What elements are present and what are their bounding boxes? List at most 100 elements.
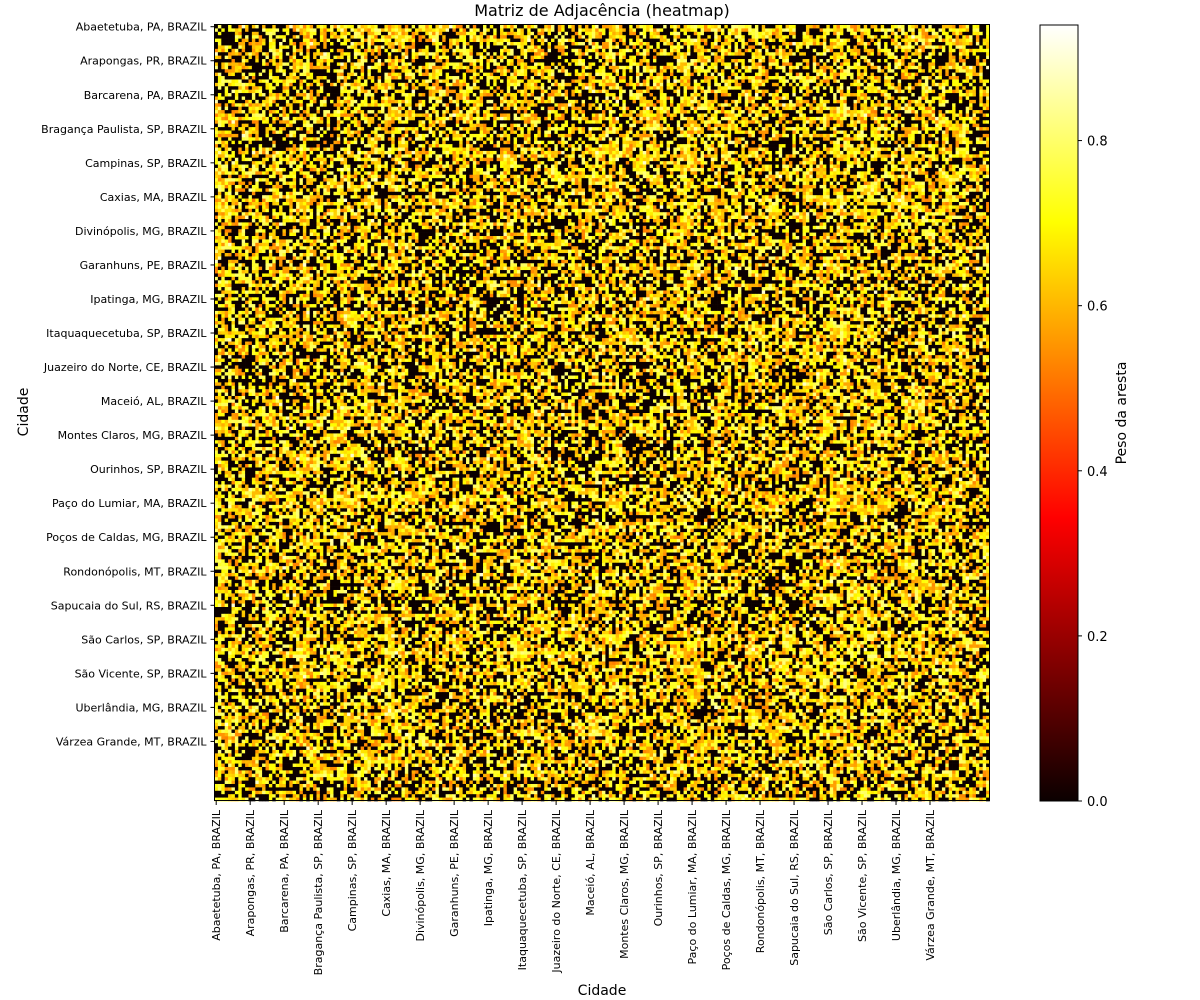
heatmap-cell — [269, 62, 273, 66]
heatmap-cell — [639, 45, 643, 49]
heatmap-cell — [973, 59, 977, 63]
heatmap-cell — [459, 32, 463, 36]
heatmap-cell — [660, 56, 664, 60]
heatmap-cell — [252, 25, 256, 29]
heatmap-cell — [493, 69, 497, 73]
heatmap-cell — [656, 62, 660, 66]
heatmap-cell — [388, 49, 392, 53]
heatmap-cell — [820, 28, 824, 32]
heatmap-cell — [915, 42, 919, 46]
heatmap-cell — [755, 32, 759, 36]
heatmap-cell — [221, 28, 225, 32]
heatmap-cell — [605, 59, 609, 63]
heatmap-cell — [248, 62, 252, 66]
heatmap-cell — [310, 69, 314, 73]
heatmap-cell — [687, 49, 691, 53]
heatmap-cell — [520, 25, 524, 29]
heatmap-cell — [401, 28, 405, 32]
heatmap-cell — [405, 42, 409, 46]
heatmap-cell — [215, 49, 219, 53]
heatmap-cell — [731, 35, 735, 39]
heatmap-cell — [259, 45, 263, 49]
heatmap-cell — [762, 56, 766, 60]
heatmap-cell — [959, 45, 963, 49]
heatmap-cell — [660, 69, 664, 73]
heatmap-cell — [694, 25, 698, 29]
heatmap-cell — [718, 42, 722, 46]
heatmap-cell — [391, 39, 395, 43]
heatmap-cell — [697, 32, 701, 36]
heatmap-cell — [446, 39, 450, 43]
heatmap-cell — [799, 49, 803, 53]
heatmap-cell — [803, 25, 807, 29]
heatmap-cell — [653, 56, 657, 60]
heatmap-cell — [901, 25, 905, 29]
heatmap-cell — [877, 35, 881, 39]
heatmap-cell — [724, 59, 728, 63]
heatmap-cell — [565, 66, 569, 70]
heatmap-cell — [894, 45, 898, 49]
heatmap-cell — [340, 66, 344, 70]
heatmap-cell — [772, 66, 776, 70]
heatmap-cell — [442, 62, 446, 66]
heatmap-cell — [228, 35, 232, 39]
heatmap-cell — [235, 69, 239, 73]
heatmap-cell — [537, 25, 541, 29]
heatmap-cell — [418, 52, 422, 56]
heatmap-cell — [272, 32, 276, 36]
heatmap-cell — [667, 49, 671, 53]
heatmap-cell — [541, 69, 545, 73]
heatmap-cell — [313, 42, 317, 46]
heatmap-cell — [503, 39, 507, 43]
heatmap-cell — [891, 42, 895, 46]
heatmap-cell — [714, 39, 718, 43]
heatmap-cell — [582, 59, 586, 63]
heatmap-cell — [388, 25, 392, 29]
heatmap-cell — [286, 25, 290, 29]
heatmap-cell — [228, 62, 232, 66]
heatmap-cell — [225, 42, 229, 46]
heatmap-cell — [833, 39, 837, 43]
heatmap-cell — [486, 56, 490, 60]
heatmap-cell — [779, 49, 783, 53]
heatmap-cell — [850, 52, 854, 56]
heatmap-cell — [850, 66, 854, 70]
heatmap-cell — [935, 52, 939, 56]
heatmap-cell — [714, 66, 718, 70]
heatmap-cell — [327, 49, 331, 53]
heatmap-cell — [983, 66, 987, 70]
heatmap-cell — [653, 59, 657, 63]
heatmap-cell — [599, 62, 603, 66]
heatmap-cell — [531, 39, 535, 43]
heatmap-cell — [330, 62, 334, 66]
heatmap-cell — [561, 52, 565, 56]
heatmap-cell — [344, 66, 348, 70]
heatmap-cell — [857, 25, 861, 29]
heatmap-cell — [364, 35, 368, 39]
heatmap-cell — [908, 42, 912, 46]
heatmap-cell — [843, 52, 847, 56]
heatmap-cell — [898, 25, 902, 29]
heatmap-cell — [616, 52, 620, 56]
heatmap-cell — [568, 25, 572, 29]
heatmap-cell — [425, 28, 429, 32]
heatmap-cell — [813, 28, 817, 32]
heatmap-cell — [908, 32, 912, 36]
heatmap-cell — [758, 52, 762, 56]
heatmap-cell — [378, 25, 382, 29]
heatmap-cell — [486, 59, 490, 63]
heatmap-cell — [813, 49, 817, 53]
heatmap-cell — [779, 25, 783, 29]
heatmap-cell — [891, 56, 895, 60]
heatmap-cell — [432, 62, 436, 66]
heatmap-cell — [959, 25, 963, 29]
heatmap-cell — [745, 35, 749, 39]
heatmap-cell — [809, 28, 813, 32]
heatmap-cell — [565, 32, 569, 36]
heatmap-cell — [680, 52, 684, 56]
heatmap-cell — [242, 25, 246, 29]
heatmap-cell — [653, 32, 657, 36]
heatmap-cell — [758, 49, 762, 53]
heatmap-cell — [701, 69, 705, 73]
heatmap-cell — [860, 42, 864, 46]
